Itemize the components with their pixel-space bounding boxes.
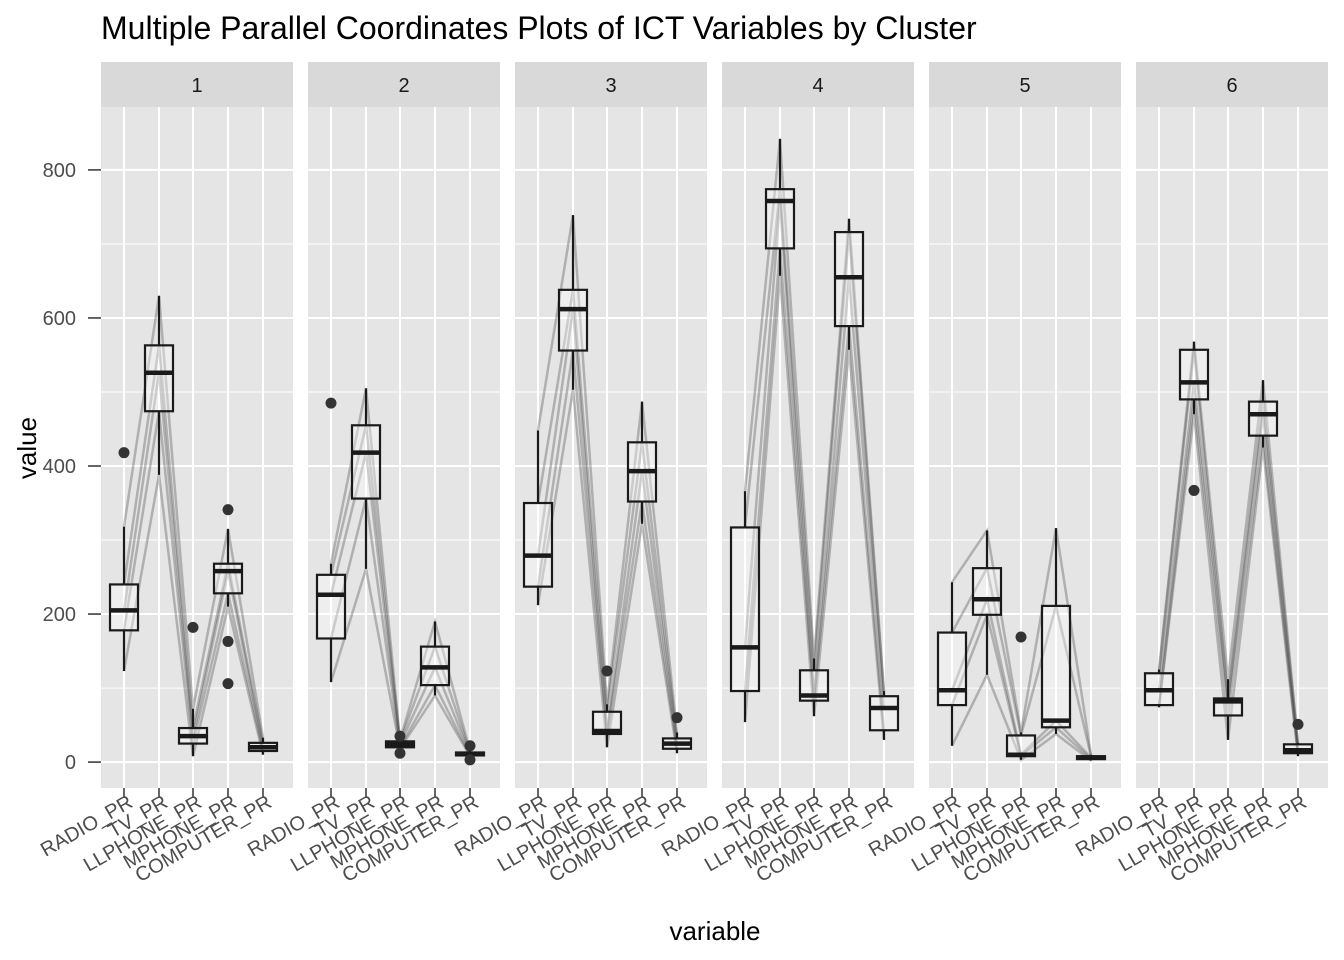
box xyxy=(729,526,761,693)
panel-background xyxy=(101,107,293,788)
boxplot-mphone-pr xyxy=(833,218,865,350)
box xyxy=(591,710,623,736)
y-tick-label: 0 xyxy=(65,752,76,774)
boxplot-tv-pr xyxy=(143,295,175,475)
boxplot-tv-pr xyxy=(764,138,796,276)
facet-panel-5: 5RADIO_PRTV_PRLLPHONE_PRMPHONE_PRCOMPUTE… xyxy=(865,62,1121,887)
y-axis-title: value xyxy=(12,417,42,479)
outlier-point xyxy=(601,665,613,677)
facet-strip xyxy=(929,62,1121,107)
boxplot-mphone-pr xyxy=(1040,528,1072,734)
outlier-point xyxy=(325,397,337,409)
box xyxy=(1178,348,1210,401)
facet-strip-label: 4 xyxy=(812,75,823,97)
boxplot-computer-pr xyxy=(454,740,486,766)
boxplot-mphone-pr xyxy=(419,621,451,696)
facet-panel-2: 2RADIO_PRTV_PRLLPHONE_PRMPHONE_PRCOMPUTE… xyxy=(244,62,500,887)
facet-strip-label: 2 xyxy=(398,75,409,97)
boxplot-llphone-pr xyxy=(591,665,623,748)
boxplot-llphone-pr xyxy=(1005,631,1037,760)
boxplot-tv-pr xyxy=(557,215,589,390)
facet-strip xyxy=(101,62,293,107)
outlier-point xyxy=(1015,631,1027,643)
y-tick-label: 200 xyxy=(43,604,76,626)
outlier-point xyxy=(1188,484,1200,496)
facet-strip-label: 1 xyxy=(191,75,202,97)
boxplot-radio-pr xyxy=(1143,669,1175,708)
facet-strip xyxy=(515,62,707,107)
chart-title: Multiple Parallel Coordinates Plots of I… xyxy=(101,10,977,46)
outlier-point xyxy=(118,447,130,459)
box xyxy=(936,631,968,707)
y-tick-label: 800 xyxy=(43,160,76,182)
boxplot-llphone-pr xyxy=(177,621,209,757)
boxplot-radio-pr xyxy=(522,430,554,606)
box xyxy=(108,583,140,632)
box xyxy=(1247,400,1279,437)
x-axis-title: variable xyxy=(669,916,760,946)
boxplot-computer-pr xyxy=(661,712,693,754)
boxplot-radio-pr xyxy=(936,582,968,746)
facet-panel-3: 3RADIO_PRTV_PRLLPHONE_PRMPHONE_PRCOMPUTE… xyxy=(451,62,707,887)
box xyxy=(764,188,796,250)
panel-background xyxy=(929,107,1121,788)
panel-background xyxy=(1136,107,1328,788)
panel-background xyxy=(308,107,500,788)
facet-strip-label: 6 xyxy=(1226,75,1237,97)
boxplot-mphone-pr xyxy=(212,504,244,690)
box xyxy=(522,501,554,588)
boxplot-tv-pr xyxy=(1178,341,1210,496)
boxplot-computer-pr xyxy=(247,737,279,755)
boxplot-computer-pr xyxy=(1075,754,1107,761)
boxplot-tv-pr xyxy=(350,388,382,569)
box xyxy=(971,567,1003,616)
panel-background xyxy=(722,107,914,788)
boxplot-mphone-pr xyxy=(1247,380,1279,448)
box xyxy=(315,573,347,640)
box xyxy=(868,695,900,732)
outlier-point xyxy=(394,730,406,742)
boxplot-radio-pr xyxy=(729,491,761,723)
boxplot-radio-pr xyxy=(315,397,347,683)
box xyxy=(143,344,175,413)
box xyxy=(1040,604,1072,729)
facet-strip xyxy=(722,62,914,107)
facet-strip-label: 3 xyxy=(605,75,616,97)
boxplot-llphone-pr xyxy=(384,730,416,759)
outlier-point xyxy=(222,504,234,516)
facet-panel-1: 1RADIO_PRTV_PRLLPHONE_PRMPHONE_PRCOMPUTE… xyxy=(37,62,293,887)
boxplot-tv-pr xyxy=(971,530,1003,675)
outlier-point xyxy=(394,747,406,759)
boxplot-mphone-pr xyxy=(626,401,658,524)
facet-strip xyxy=(308,62,500,107)
outlier-point xyxy=(187,621,199,633)
outlier-point xyxy=(222,635,234,647)
boxplot-radio-pr xyxy=(108,447,140,672)
y-tick-label: 600 xyxy=(43,308,76,330)
box xyxy=(350,424,382,500)
box xyxy=(212,562,244,595)
facet-strip-label: 5 xyxy=(1019,75,1030,97)
boxplot-computer-pr xyxy=(868,691,900,740)
boxplot-llphone-pr xyxy=(1212,679,1244,740)
box xyxy=(557,288,589,352)
facet-strip xyxy=(1136,62,1328,107)
boxplot-llphone-pr xyxy=(798,658,830,717)
y-tick-label: 400 xyxy=(43,456,76,478)
outlier-point xyxy=(671,712,683,724)
outlier-point xyxy=(222,678,234,690)
outlier-point xyxy=(464,754,476,766)
outlier-point xyxy=(1292,718,1304,730)
outlier-point xyxy=(464,740,476,752)
boxplot-computer-pr xyxy=(1282,718,1314,757)
